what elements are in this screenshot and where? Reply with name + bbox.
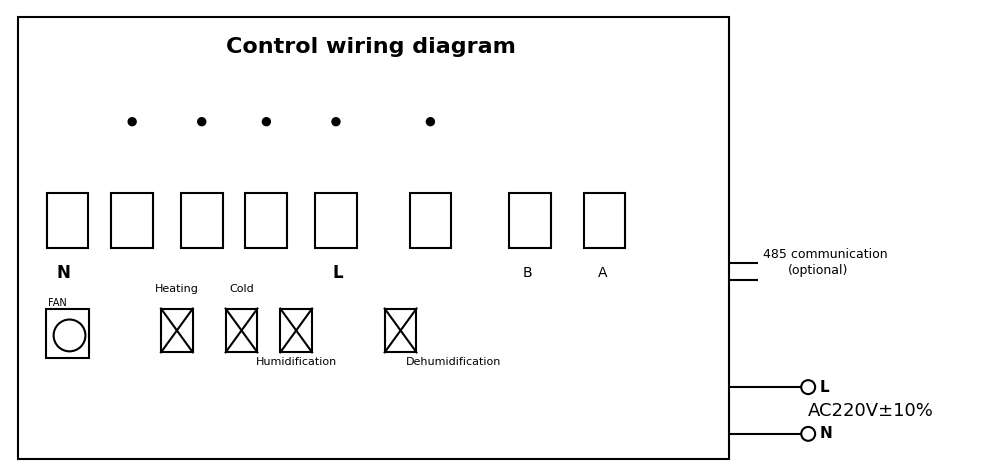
Bar bbox=[46, 308, 89, 358]
Bar bbox=[226, 308, 257, 352]
Text: Control wiring diagram: Control wiring diagram bbox=[226, 37, 516, 57]
Text: N: N bbox=[57, 264, 70, 282]
Circle shape bbox=[128, 118, 136, 126]
Text: A: A bbox=[598, 266, 607, 280]
Bar bbox=[245, 193, 287, 248]
Circle shape bbox=[332, 118, 340, 126]
Bar bbox=[47, 193, 88, 248]
Text: N: N bbox=[820, 426, 833, 441]
Circle shape bbox=[426, 118, 434, 126]
Bar bbox=[161, 308, 193, 352]
Bar bbox=[315, 193, 357, 248]
Text: Humidification: Humidification bbox=[256, 357, 337, 367]
Text: Dehumidification: Dehumidification bbox=[406, 357, 501, 367]
Text: L: L bbox=[820, 380, 830, 395]
Bar bbox=[385, 308, 416, 352]
Text: FAN: FAN bbox=[48, 298, 67, 307]
Bar bbox=[584, 193, 625, 248]
Text: Cold: Cold bbox=[229, 284, 254, 294]
Text: Heating: Heating bbox=[155, 284, 199, 294]
Text: B: B bbox=[523, 266, 533, 280]
Circle shape bbox=[54, 319, 85, 351]
Text: 485 communication: 485 communication bbox=[763, 248, 888, 261]
Text: (optional): (optional) bbox=[788, 264, 849, 278]
Bar bbox=[280, 308, 312, 352]
Circle shape bbox=[198, 118, 206, 126]
Bar bbox=[509, 193, 551, 248]
Bar bbox=[410, 193, 451, 248]
Circle shape bbox=[262, 118, 270, 126]
Bar bbox=[111, 193, 153, 248]
Bar bbox=[18, 17, 729, 459]
Text: AC220V±10%: AC220V±10% bbox=[808, 402, 934, 420]
Circle shape bbox=[801, 380, 815, 394]
Text: L: L bbox=[333, 264, 343, 282]
Bar bbox=[181, 193, 223, 248]
Circle shape bbox=[801, 427, 815, 441]
